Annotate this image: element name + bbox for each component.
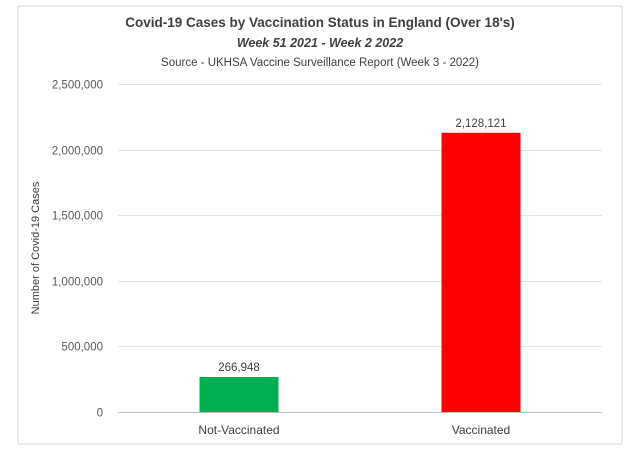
bar (199, 376, 279, 412)
x-tick-label: Not-Vaccinated (198, 423, 279, 437)
data-label: 266,948 (218, 362, 260, 374)
y-tick-label: 2,000,000 (52, 146, 103, 158)
y-tick-label: 0 (97, 408, 103, 420)
y-axis-label: Number of Covid-19 Cases (30, 181, 42, 314)
x-axis-ticks: Not-Vaccinated Vaccinated (198, 423, 510, 437)
y-axis-ticks: 0 500,000 1,000,000 1,500,000 2,000,000 2,500… (52, 80, 103, 420)
gridlines (118, 84, 602, 413)
y-tick-label: 2,500,000 (52, 80, 103, 92)
chart-source: Source - UKHSA Vaccine Surveillance Repo… (161, 57, 479, 69)
data-label: 2,128,121 (455, 118, 506, 130)
y-tick-label: 500,000 (61, 342, 103, 354)
chart-subtitle: Week 51 2021 - Week 2 2022 (237, 36, 403, 50)
bar (441, 132, 521, 412)
x-tick-label: Vaccinated (452, 423, 510, 437)
data-labels: 266,948 2,128,121 (218, 118, 506, 374)
y-tick-label: 1,000,000 (52, 277, 103, 289)
y-tick-label: 1,500,000 (52, 211, 103, 223)
bars (199, 132, 521, 412)
chart-title: Covid-19 Cases by Vaccination Status in … (125, 15, 515, 30)
